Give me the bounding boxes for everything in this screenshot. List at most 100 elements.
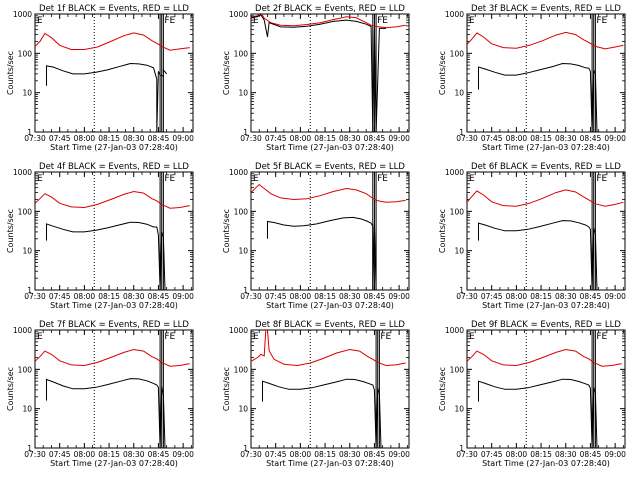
marker-fe-label: FE [377, 16, 388, 26]
y-axis-label: Counts/sec [438, 51, 447, 95]
x-tick-label: 07:45 [265, 450, 287, 459]
x-tick-label: 08:00 [290, 292, 312, 301]
plot-frame [466, 329, 626, 449]
x-tick-label: 08:00 [74, 292, 96, 301]
lld-series-line [467, 189, 624, 207]
x-tick-label: 08:45 [148, 292, 170, 301]
panel-det-8f: Det 8f BLACK = Events, RED = LLD 1 10 100 10… [222, 320, 410, 468]
x-tick-label: 07:30 [456, 292, 478, 301]
marker-fe-label: FE [380, 332, 391, 342]
lld-series-line [35, 32, 190, 51]
x-tick-label: 08:00 [506, 450, 528, 459]
y-tick-label: 1000 [229, 10, 248, 19]
x-tick-label: 08:30 [555, 134, 577, 143]
marker-e-label: E [469, 332, 475, 342]
x-tick-label: 08:45 [580, 450, 602, 459]
y-tick-label: 1000 [445, 168, 464, 177]
lld-series-line [251, 14, 406, 29]
x-tick-label: 07:30 [240, 292, 262, 301]
x-tick-label: 09:00 [172, 450, 194, 459]
marker-e-label: E [469, 16, 475, 26]
x-tick-label: 07:45 [265, 292, 287, 301]
lld-series-line [467, 348, 622, 367]
panel-title: Det 1f BLACK = Events, RED = LLD [39, 4, 189, 14]
x-axis-label: Start Time (27-Jan-03 07:28:40) [50, 143, 178, 152]
y-tick-label: 100 [234, 365, 249, 374]
events-series-line [478, 220, 598, 290]
x-tick-label: 08:15 [98, 292, 120, 301]
x-tick-label: 07:45 [481, 450, 503, 459]
x-tick-label: 08:15 [314, 450, 336, 459]
x-tick-label: 08:15 [314, 134, 336, 143]
x-tick-label: 07:30 [24, 450, 46, 459]
y-tick-label: 1000 [445, 326, 464, 335]
y-tick-label: 100 [18, 207, 33, 216]
x-tick-label: 08:30 [555, 450, 577, 459]
x-tick-label: 08:45 [364, 450, 386, 459]
lld-series-line [251, 330, 406, 367]
x-tick-label: 08:30 [555, 292, 577, 301]
x-axis-label: Start Time (27-Jan-03 07:28:40) [266, 301, 394, 310]
y-axis-label: Counts/sec [6, 367, 15, 411]
y-tick-label: 100 [450, 49, 465, 58]
y-tick-label: 1000 [13, 326, 32, 335]
lld-series-line [251, 183, 406, 203]
y-tick-label: 1000 [13, 10, 32, 19]
marker-fe-label: FE [164, 332, 175, 342]
y-tick-label: 1000 [229, 326, 248, 335]
x-tick-label: 08:00 [290, 450, 312, 459]
x-axis-label: Start Time (27-Jan-03 07:28:40) [482, 459, 610, 468]
y-tick-label: 1 [27, 286, 32, 295]
y-tick-label: 1 [27, 128, 32, 137]
y-tick-label: 10 [454, 247, 464, 256]
y-tick-label: 1 [459, 444, 464, 453]
marker-fe-label: FE [596, 174, 607, 184]
x-tick-label: 09:00 [172, 292, 194, 301]
x-tick-label: 09:00 [388, 134, 410, 143]
y-tick-label: 100 [18, 49, 33, 58]
y-tick-label: 1 [243, 444, 248, 453]
y-axis-label: Counts/sec [222, 51, 231, 95]
x-tick-label: 07:30 [24, 292, 46, 301]
y-tick-label: 1000 [445, 10, 464, 19]
x-axis-label: Start Time (27-Jan-03 07:28:40) [50, 301, 178, 310]
y-tick-label: 10 [22, 405, 32, 414]
x-tick-label: 07:45 [265, 134, 287, 143]
x-tick-label: 08:30 [123, 292, 145, 301]
marker-e-label: E [37, 174, 43, 184]
x-axis-label: Start Time (27-Jan-03 07:28:40) [266, 459, 394, 468]
lld-series-line [467, 31, 624, 50]
events-series-line [46, 221, 166, 290]
marker-fe-label: FE [596, 332, 607, 342]
panel-det-4f: Det 4f BLACK = Events, RED = LLD 1 10 100 10… [6, 162, 194, 310]
x-tick-label: 08:45 [364, 134, 386, 143]
marker-e-label: E [253, 332, 259, 342]
panel-det-9f: Det 9f BLACK = Events, RED = LLD 1 10 100 10… [438, 320, 626, 468]
events-series-line [267, 216, 377, 290]
marker-fe-label: FE [596, 16, 607, 26]
marker-e-label: E [253, 16, 259, 26]
x-tick-label: 07:45 [49, 450, 71, 459]
plot-frame [34, 329, 194, 449]
x-tick-label: 09:00 [604, 134, 626, 143]
events-series-line [46, 378, 166, 448]
x-tick-label: 08:00 [506, 292, 528, 301]
panel-det-7f: Det 7f BLACK = Events, RED = LLD 1 10 100 10… [6, 320, 194, 468]
x-tick-label: 08:30 [339, 134, 361, 143]
x-axis-label: Start Time (27-Jan-03 07:28:40) [482, 301, 610, 310]
x-tick-label: 08:45 [148, 134, 170, 143]
y-tick-label: 1 [243, 128, 248, 137]
lld-series-line [35, 190, 190, 209]
x-tick-label: 08:45 [580, 134, 602, 143]
panel-det-1f: Det 1f BLACK = Events, RED = LLD 1 10 100 10… [6, 4, 194, 152]
y-tick-label: 1 [459, 128, 464, 137]
x-tick-label: 08:15 [530, 450, 552, 459]
events-series-line [478, 378, 598, 448]
plot-frame [466, 171, 626, 291]
x-tick-label: 08:45 [364, 292, 386, 301]
events-series-line [251, 14, 386, 132]
events-series-line [478, 62, 598, 132]
panel-det-5f: Det 5f BLACK = Events, RED = LLD 1 10 100 10… [222, 162, 410, 310]
panel-title: Det 5f BLACK = Events, RED = LLD [255, 162, 405, 172]
x-tick-label: 08:00 [290, 134, 312, 143]
